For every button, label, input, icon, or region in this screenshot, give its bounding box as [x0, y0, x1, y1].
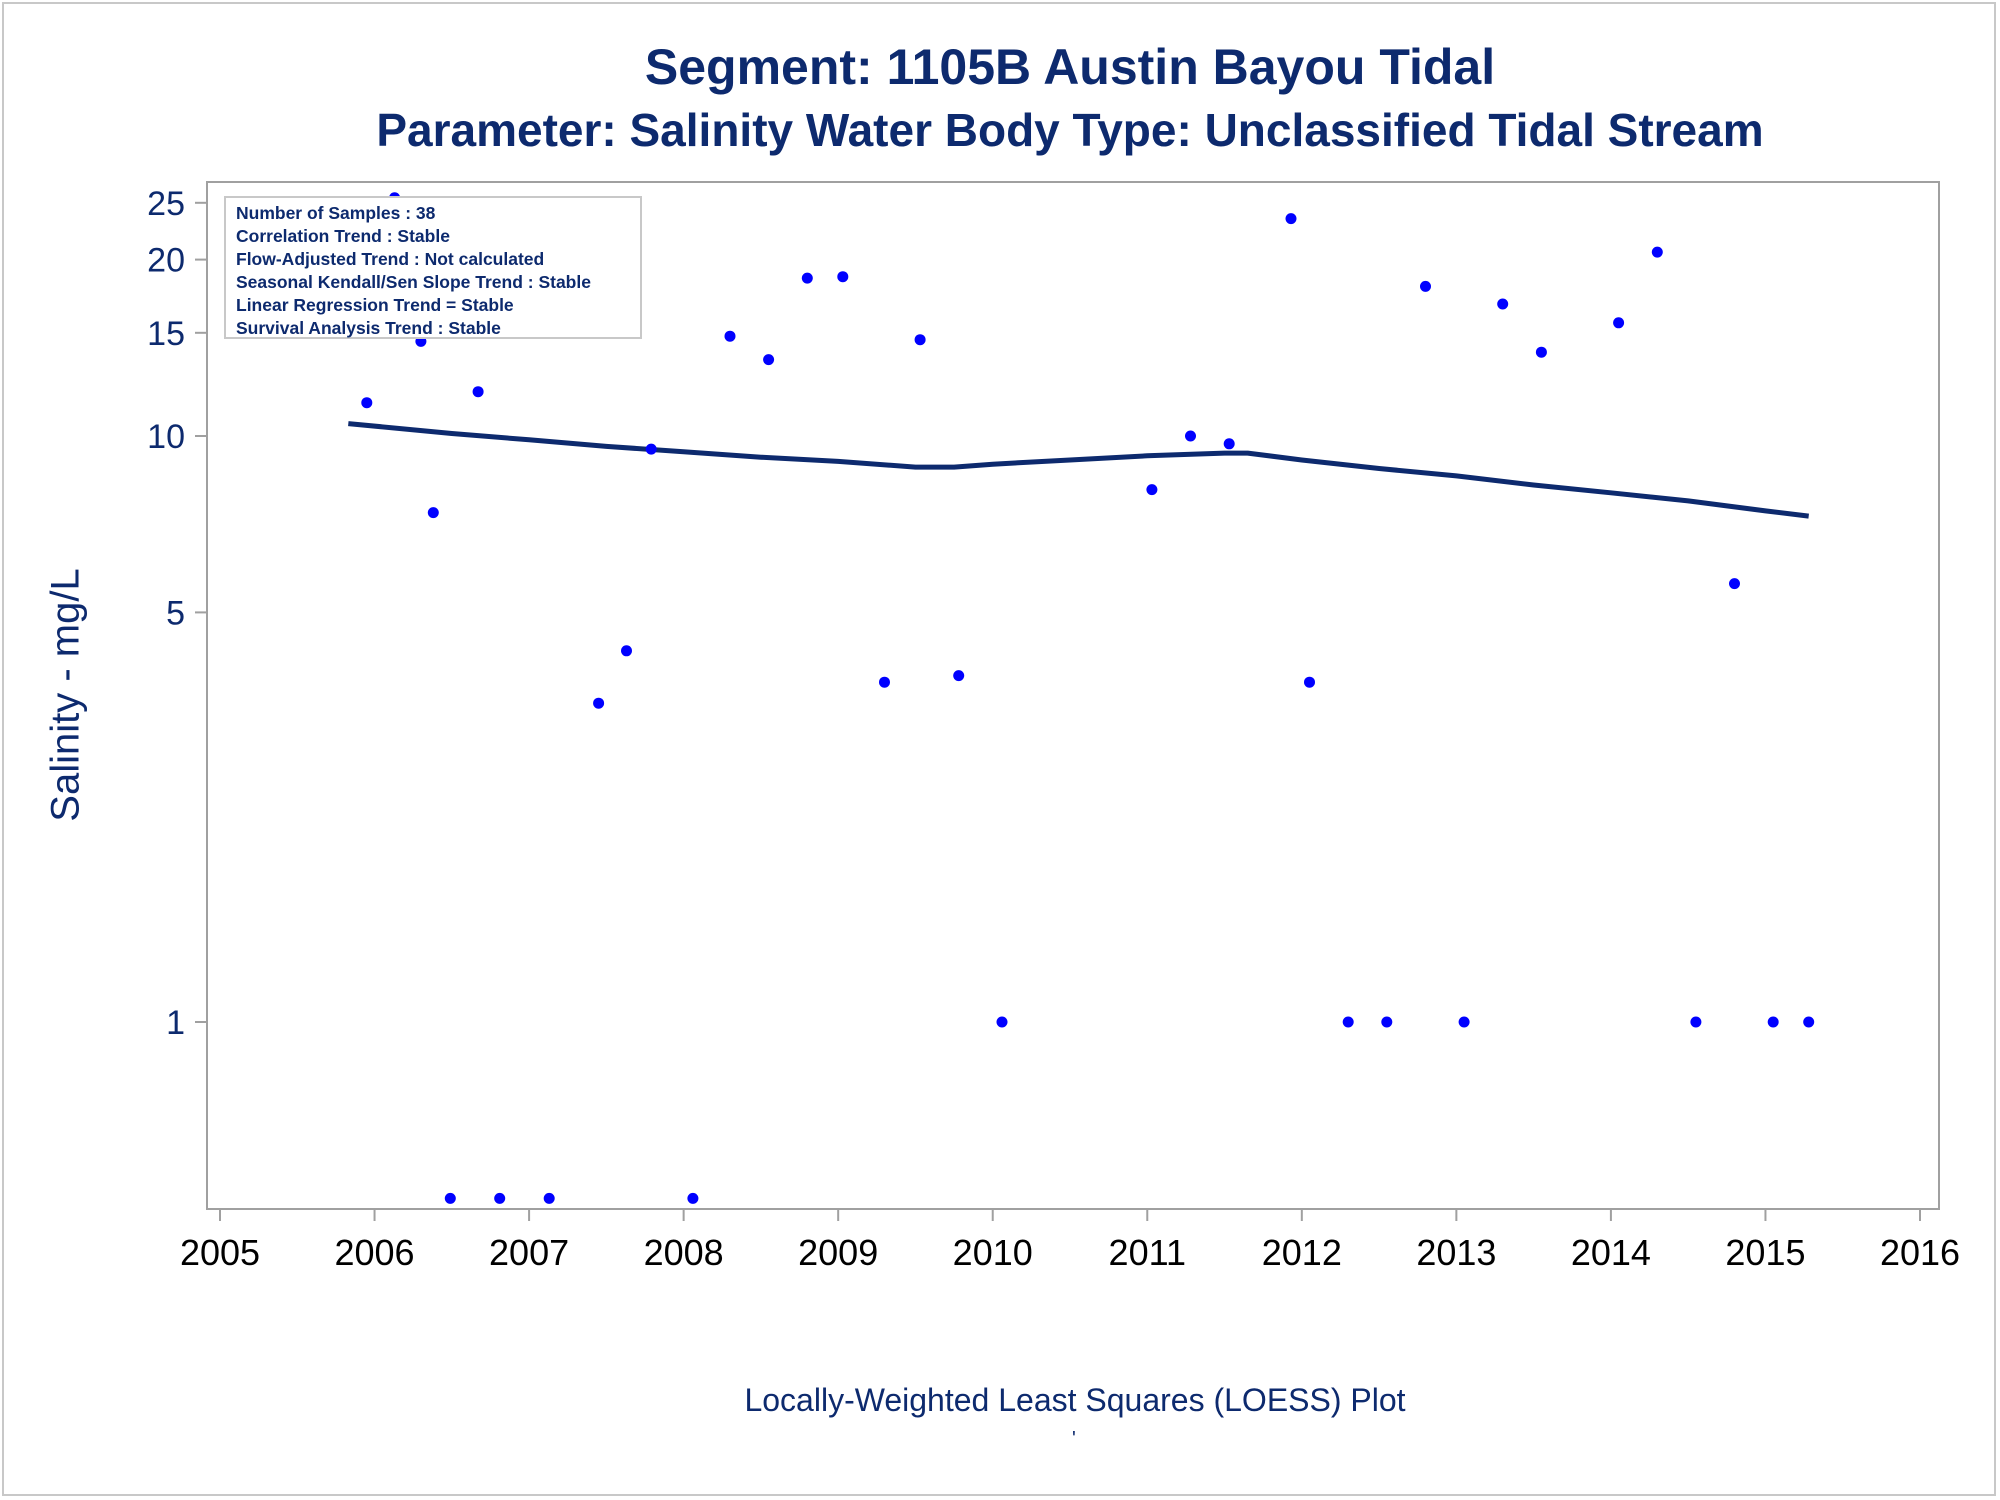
data-point	[494, 1192, 506, 1204]
x-tick-label: 2015	[1725, 1232, 1805, 1273]
chart-title: Segment: 1105B Austin Bayou Tidal	[644, 39, 1496, 95]
x-tick-label: 2012	[1262, 1232, 1342, 1273]
data-point	[1651, 246, 1663, 258]
stat-sample-count: Number of Samples : 38	[236, 203, 436, 223]
data-point	[1729, 578, 1740, 590]
data-point	[1458, 1016, 1470, 1028]
x-axis: 2005 2006 2007 2008 2009 2010 2011 2012 2013 2014…	[180, 1209, 1960, 1273]
x-tick-label: 2010	[953, 1232, 1033, 1273]
data-point	[645, 443, 657, 455]
loess-trend-line	[348, 421, 1809, 519]
data-point	[1535, 346, 1547, 358]
y-axis-label: Salinity - mg/L	[43, 568, 88, 822]
data-point	[724, 330, 736, 342]
data-point	[801, 272, 813, 284]
data-point	[593, 697, 605, 709]
data-point	[1613, 317, 1625, 329]
y-tick-label: 1	[166, 1004, 185, 1042]
stat-flow-adjusted-trend: Flow-Adjusted Trend : Not calculated	[236, 249, 545, 269]
x-tick-label: 2007	[489, 1232, 569, 1273]
data-point	[444, 1192, 456, 1204]
x-tick-label: 2005	[180, 1232, 260, 1273]
data-point	[996, 1016, 1008, 1028]
data-point	[837, 271, 849, 283]
data-point	[1342, 1016, 1354, 1028]
data-point	[1223, 438, 1235, 450]
data-point	[914, 334, 926, 346]
x-tick-label: 2009	[798, 1232, 878, 1273]
data-point	[472, 386, 484, 398]
data-point	[687, 1192, 699, 1204]
data-point	[879, 676, 890, 688]
x-tick-label: 2016	[1880, 1232, 1960, 1273]
x-tick-label: 2006	[334, 1232, 414, 1273]
footnote-mark: '	[1072, 1428, 1076, 1450]
data-point	[1690, 1016, 1702, 1028]
data-points-layer	[342, 192, 1815, 1204]
data-point	[1304, 676, 1315, 688]
stat-correlation-trend: Correlation Trend : Stable	[236, 226, 450, 246]
data-point	[1767, 1016, 1779, 1028]
y-tick-label: 10	[147, 418, 185, 456]
data-point	[953, 670, 965, 682]
y-tick-label: 5	[166, 594, 185, 632]
y-tick-label: 20	[147, 242, 185, 280]
trend-stats-box: Number of Samples : 38 Correlation Trend…	[224, 196, 642, 339]
data-point	[763, 354, 775, 366]
data-point	[427, 507, 439, 519]
data-point	[1803, 1016, 1815, 1028]
data-point	[1420, 280, 1431, 292]
data-point	[543, 1192, 555, 1204]
x-tick-label: 2014	[1571, 1232, 1651, 1273]
x-tick-label: 2013	[1416, 1232, 1496, 1273]
data-point	[1381, 1016, 1393, 1028]
stat-linear-regression-trend: Linear Regression Trend = Stable	[236, 295, 514, 315]
stat-survival-analysis-trend: Survival Analysis Trend : Stable	[236, 318, 501, 338]
data-point	[1185, 430, 1196, 442]
y-tick-label: 15	[147, 315, 185, 353]
data-point	[361, 397, 373, 409]
data-point	[621, 645, 632, 657]
plot-area	[206, 181, 1940, 1210]
x-tick-label: 2011	[1109, 1232, 1186, 1273]
plot-caption: Locally-Weighted Least Squares (LOESS) P…	[744, 1382, 1406, 1418]
data-point	[1285, 213, 1297, 225]
data-point	[1146, 484, 1158, 496]
chart-subtitle: Parameter: Salinity Water Body Type: Unc…	[376, 104, 1764, 156]
y-tick-label: 25	[147, 185, 185, 223]
loess-trend-layer	[348, 421, 1809, 519]
stat-seasonal-kendall-trend: Seasonal Kendall/Sen Slope Trend : Stabl…	[236, 272, 591, 292]
x-tick-label: 2008	[644, 1232, 724, 1273]
data-point	[1497, 298, 1509, 310]
